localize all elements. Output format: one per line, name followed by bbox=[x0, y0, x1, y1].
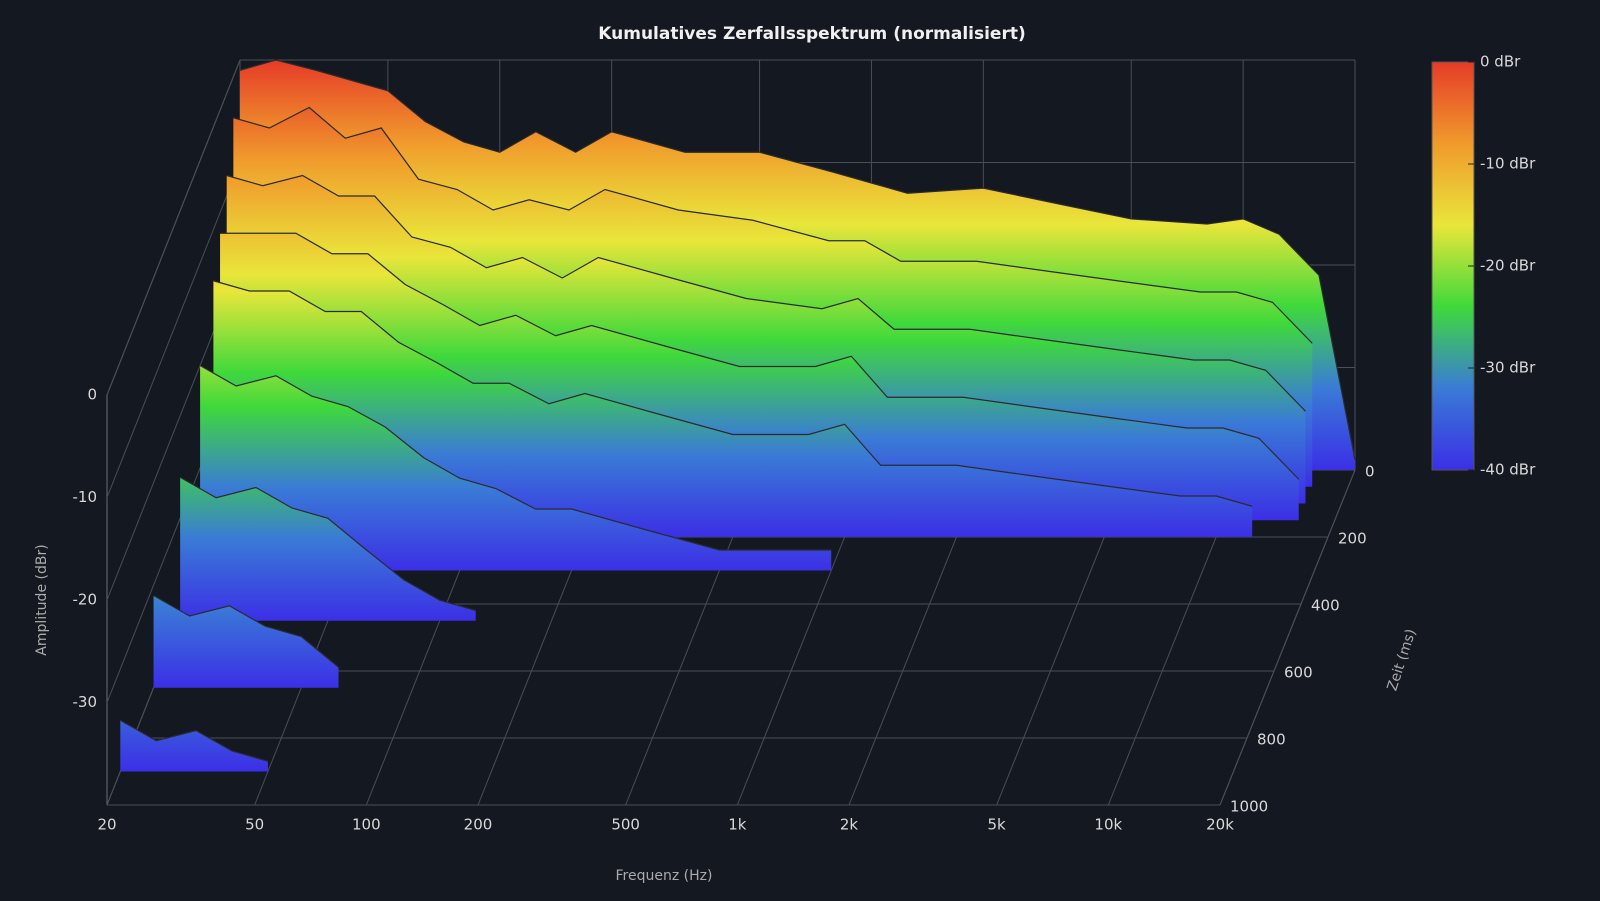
colorbar-tick-label: -10 dBr bbox=[1480, 155, 1536, 173]
decay-slice-line bbox=[239, 59, 1356, 460]
decay-slice-line bbox=[120, 719, 269, 762]
z-tick-label: 400 bbox=[1311, 597, 1340, 615]
decay-slice-area bbox=[153, 595, 339, 688]
chart-title: Kumulatives Zerfallsspektrum (normalisie… bbox=[598, 24, 1025, 44]
z-tick-label: 0 bbox=[1365, 463, 1375, 481]
x-tick-label: 500 bbox=[611, 816, 640, 834]
decay-slice-line bbox=[220, 232, 1300, 480]
decay-slice-area bbox=[120, 720, 268, 772]
grid-line bbox=[1219, 469, 1356, 806]
z-tick-label: 800 bbox=[1257, 731, 1286, 749]
y-tick-label: -20 bbox=[73, 591, 98, 609]
z-tick-label: 600 bbox=[1284, 664, 1313, 682]
y-tick-label: -10 bbox=[73, 488, 98, 506]
y-axis-label: Amplitude (dBr) bbox=[34, 544, 50, 655]
x-tick-label: 1k bbox=[728, 816, 747, 834]
z-tick-label: 1000 bbox=[1230, 798, 1268, 816]
x-axis-label: Frequenz (Hz) bbox=[616, 868, 713, 884]
x-tick-label: 2k bbox=[840, 816, 859, 834]
x-tick-label: 200 bbox=[464, 816, 493, 834]
z-tick-label: 200 bbox=[1338, 530, 1367, 548]
decay-slice-line bbox=[153, 594, 339, 668]
grid-line bbox=[106, 59, 241, 396]
decay-slice-area bbox=[213, 280, 1253, 537]
x-tick-label: 50 bbox=[245, 816, 264, 834]
grid-line bbox=[106, 162, 241, 498]
x-tick-label: 10k bbox=[1094, 816, 1122, 834]
y-tick-label: -30 bbox=[73, 693, 98, 711]
colorbar-tick-label: -20 dBr bbox=[1480, 257, 1536, 275]
decay-slice-line bbox=[179, 476, 476, 612]
z-axis-label: Zeit (ms) bbox=[1385, 627, 1420, 693]
colorbar bbox=[1431, 61, 1475, 471]
colorbar-tick-label: -30 dBr bbox=[1480, 359, 1536, 377]
decay-slice-area bbox=[200, 365, 832, 571]
colorbar-tick-label: -40 dBr bbox=[1480, 461, 1536, 479]
decay-slice-line bbox=[199, 364, 832, 551]
colorbar-tick-label: 0 dBr bbox=[1480, 53, 1521, 71]
decay-slice-area bbox=[180, 477, 476, 621]
x-tick-label: 5k bbox=[988, 816, 1007, 834]
x-tick-label: 100 bbox=[352, 816, 381, 834]
decay-slice-line bbox=[213, 280, 1253, 507]
x-tick-label: 20k bbox=[1206, 816, 1234, 834]
decay-slice-line bbox=[233, 106, 1313, 344]
decay-slice-line bbox=[226, 174, 1306, 412]
y-tick-label: 0 bbox=[87, 386, 97, 404]
x-tick-label: 20 bbox=[97, 816, 116, 834]
